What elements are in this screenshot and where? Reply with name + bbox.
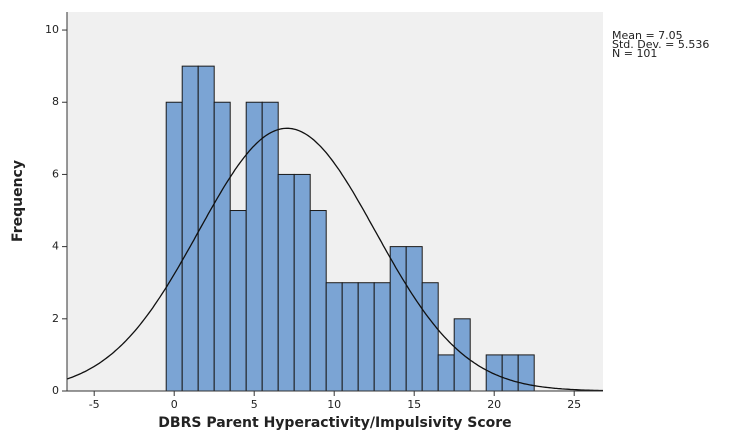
bar xyxy=(213,101,231,392)
y-tick-label: 4 xyxy=(52,240,59,253)
bar xyxy=(453,318,471,392)
bar xyxy=(373,282,391,392)
x-tick-label: -5 xyxy=(89,398,100,411)
y-tick-label: 8 xyxy=(52,95,59,108)
x-axis-label: DBRS Parent Hyperactivity/Impulsivity Sc… xyxy=(158,415,511,431)
bar xyxy=(261,101,279,392)
x-tick-label: 25 xyxy=(567,398,581,411)
x-tick-label: 10 xyxy=(327,398,341,411)
y-axis-label: Frequency xyxy=(10,160,26,242)
bar xyxy=(277,173,295,392)
bar xyxy=(405,246,423,392)
bar xyxy=(325,282,343,392)
bar xyxy=(357,282,375,392)
stats-label: N = 101 xyxy=(612,47,657,60)
y-tick-label: 0 xyxy=(52,384,59,397)
bar xyxy=(389,246,407,392)
bar xyxy=(485,354,503,392)
x-tick-label: 15 xyxy=(407,398,421,411)
bar xyxy=(421,282,439,392)
bar xyxy=(437,354,455,392)
bar xyxy=(181,65,199,392)
y-tick-label: 10 xyxy=(45,23,59,36)
bar xyxy=(309,210,327,392)
bar xyxy=(293,173,311,392)
x-tick-label: 5 xyxy=(251,398,258,411)
y-tick-label: 6 xyxy=(52,167,59,180)
bar xyxy=(165,101,183,392)
normal-curve xyxy=(66,127,603,392)
x-tick-label: 20 xyxy=(487,398,501,411)
stats-label: Mean = 7.05 xyxy=(612,29,683,42)
x-tick-label: 0 xyxy=(171,398,178,411)
stats-label: Std. Dev. = 5.536 xyxy=(612,38,709,51)
bar xyxy=(341,282,359,392)
y-tick-label: 2 xyxy=(52,312,59,325)
bar xyxy=(501,354,519,392)
bar xyxy=(229,210,247,392)
